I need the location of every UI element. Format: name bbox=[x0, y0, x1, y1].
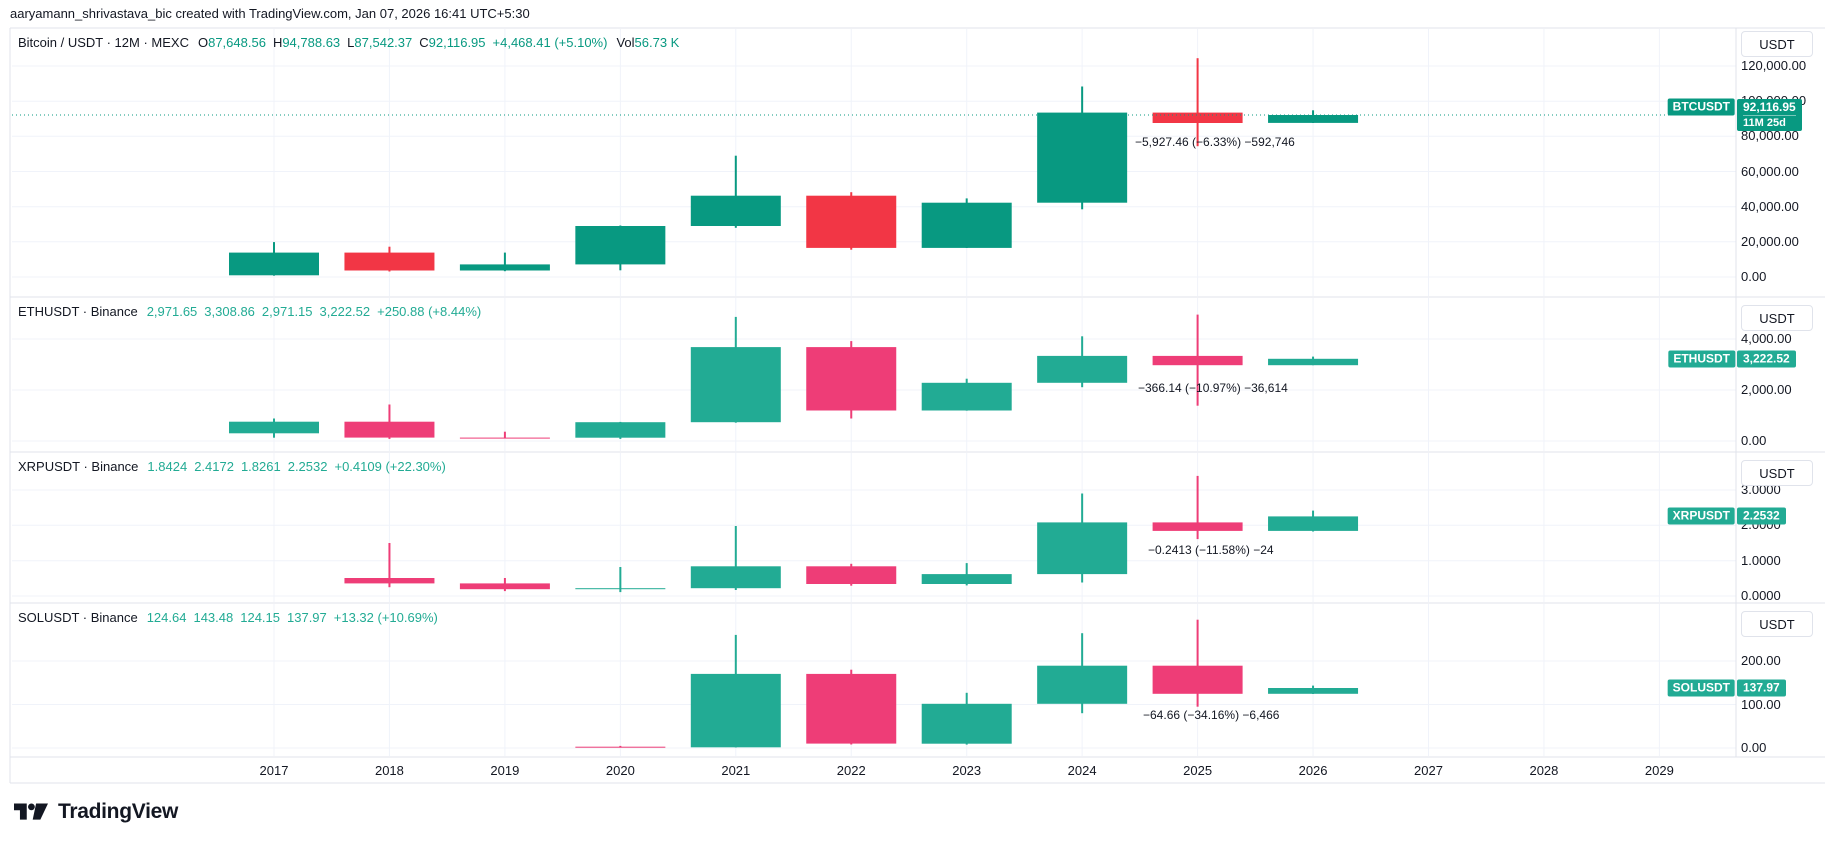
ohlc-value: 3,308.86 bbox=[204, 304, 255, 319]
time-axis-label: 2024 bbox=[1067, 763, 1097, 778]
ohlc-value: 2.4172 bbox=[194, 459, 234, 474]
tradingview-logo-text: TradingView bbox=[58, 800, 179, 823]
change-annotation: −5,927.46 (−6.33%) −592,746 bbox=[1135, 135, 1295, 149]
time-axis-label: 2028 bbox=[1529, 763, 1559, 778]
time-axis-label: 2029 bbox=[1644, 763, 1674, 778]
time-axis-label: 2022 bbox=[836, 763, 866, 778]
pane-legend: SOLUSDT · Binance 124.64 143.48 124.15 137.9… bbox=[18, 610, 438, 626]
last-price-label[interactable]: 3,222.52 bbox=[1737, 350, 1796, 368]
price-axis-tick: 120,000.00 bbox=[1741, 58, 1807, 73]
ohlc-value: 3,222.52 bbox=[319, 304, 371, 319]
last-price-label[interactable]: 137.97 bbox=[1737, 679, 1786, 697]
price-axis-tick: 80,000.00 bbox=[1741, 128, 1799, 143]
ohlc-value: 2.2532 bbox=[287, 459, 328, 474]
ohlc-value: 1.8424 bbox=[147, 459, 188, 474]
time-axis-label: 2025 bbox=[1183, 763, 1213, 778]
symbol-price-tag[interactable]: BTCUSDT bbox=[1667, 98, 1735, 116]
last-price-value: 2.2532 bbox=[1743, 508, 1780, 523]
ohlc-value: 2,971.15 bbox=[261, 304, 313, 319]
price-axis-unit-button[interactable]: USDT bbox=[1741, 305, 1813, 331]
price-axis-tick: 20,000.00 bbox=[1741, 234, 1799, 249]
ohlc-value: 137.97 bbox=[287, 610, 327, 625]
ohlc-value: 2,971.65 bbox=[146, 304, 198, 319]
pane-legend: XRPUSDT · Binance 1.8424 2.4172 1.8261 2.253… bbox=[18, 459, 446, 475]
price-axis-unit-button[interactable]: USDT bbox=[1741, 611, 1813, 637]
volume-value: Vol56.73 K bbox=[616, 35, 680, 50]
last-price-label[interactable]: 92,116.95 11M 25d bbox=[1737, 99, 1802, 131]
symbol-description[interactable]: ETHUSDT · Binance bbox=[18, 304, 138, 319]
symbol-description[interactable]: Bitcoin / USDT · 12M · MEXC bbox=[18, 35, 189, 50]
time-axis-label: 2026 bbox=[1298, 763, 1328, 778]
ohlc-value: 143.48 bbox=[193, 610, 234, 625]
symbol-description[interactable]: SOLUSDT · Binance bbox=[18, 610, 138, 625]
time-axis-label: 2019 bbox=[490, 763, 520, 778]
change-value: +4,468.41 (+5.10%) bbox=[492, 35, 608, 50]
ohlc-value: 124.64 bbox=[146, 610, 187, 625]
change-value: +13.32 (+10.69%) bbox=[333, 610, 438, 625]
tradingview-logo-icon bbox=[14, 803, 48, 820]
time-axis-label: 2023 bbox=[952, 763, 982, 778]
price-axis-unit-button[interactable]: USDT bbox=[1741, 460, 1813, 486]
ohlc-value: 124.15 bbox=[240, 610, 280, 625]
price-axis-unit-button[interactable]: USDT bbox=[1741, 31, 1813, 57]
price-axis-tick: 2,000.00 bbox=[1741, 382, 1792, 397]
price-axis-tick: 0.00 bbox=[1741, 433, 1767, 448]
last-price-value: 92,116.95 bbox=[1743, 100, 1796, 114]
price-axis-tick: 60,000.00 bbox=[1741, 164, 1799, 179]
change-annotation: −366.14 (−10.97%) −36,614 bbox=[1138, 381, 1288, 395]
price-axis-tick: 200.00 bbox=[1741, 653, 1781, 668]
last-price-label[interactable]: 2.2532 bbox=[1737, 507, 1786, 525]
ohlc-value: 1.8261 bbox=[240, 459, 281, 474]
price-axis-tick: 1.0000 bbox=[1741, 553, 1781, 568]
time-axis-label: 2017 bbox=[259, 763, 289, 778]
time-axis-label: 2020 bbox=[605, 763, 635, 778]
symbol-price-tag[interactable]: ETHUSDT bbox=[1668, 350, 1735, 368]
ohlc-value: O87,648.56 bbox=[197, 35, 266, 50]
last-price-value: 3,222.52 bbox=[1743, 351, 1790, 366]
pane-legend: ETHUSDT · Binance 2,971.65 3,308.86 2,971.1… bbox=[18, 304, 481, 320]
symbol-price-tag[interactable]: SOLUSDT bbox=[1667, 679, 1735, 697]
attribution-text: aaryamann_shrivastava_bic created with T… bbox=[10, 6, 530, 21]
price-axis-tick: 0.00 bbox=[1741, 740, 1767, 755]
symbol-price-tag[interactable]: XRPUSDT bbox=[1667, 507, 1735, 525]
ohlc-value: C92,116.95 bbox=[419, 35, 486, 50]
pane-legend: Bitcoin / USDT · 12M · MEXC O87,648.56 H94… bbox=[18, 35, 679, 51]
change-annotation: −0.2413 (−11.58%) −24 bbox=[1148, 543, 1274, 557]
ohlc-value: H94,788.63 bbox=[272, 35, 341, 50]
change-value: +250.88 (+8.44%) bbox=[377, 304, 482, 319]
footer[interactable]: TradingView bbox=[14, 800, 178, 824]
time-axis-label: 2021 bbox=[721, 763, 751, 778]
change-value: +0.4109 (+22.30%) bbox=[334, 459, 446, 474]
ohlc-value: L87,542.37 bbox=[347, 35, 413, 50]
symbol-description[interactable]: XRPUSDT · Binance bbox=[18, 459, 139, 474]
bar-countdown: 11M 25d bbox=[1743, 115, 1796, 129]
price-axis-tick: 4,000.00 bbox=[1741, 331, 1792, 346]
time-axis-label: 2018 bbox=[374, 763, 404, 778]
price-axis-tick: 40,000.00 bbox=[1741, 199, 1799, 214]
price-axis-tick: 0.00 bbox=[1741, 269, 1767, 284]
last-price-value: 137.97 bbox=[1743, 680, 1780, 695]
time-axis-label: 2027 bbox=[1414, 763, 1443, 778]
change-annotation: −64.66 (−34.16%) −6,466 bbox=[1143, 708, 1280, 722]
price-axis-tick: 100.00 bbox=[1741, 697, 1781, 712]
price-axis-tick: 0.0000 bbox=[1741, 588, 1781, 603]
